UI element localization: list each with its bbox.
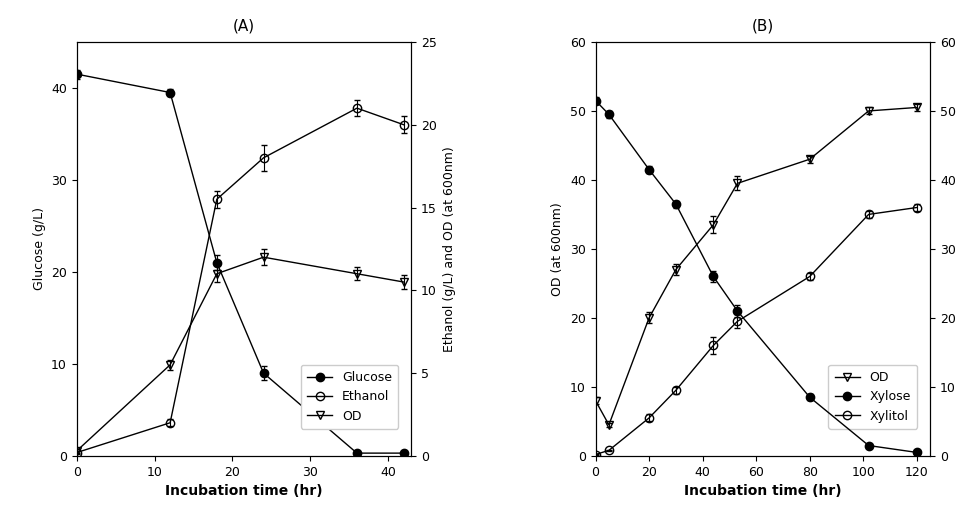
Title: (B): (B) [752,19,774,34]
Legend: Glucose, Ethanol, OD: Glucose, Ethanol, OD [301,365,399,429]
Y-axis label: Ethanol (g/L) and OD (at 600nm): Ethanol (g/L) and OD (at 600nm) [443,146,456,352]
Legend: OD, Xylose, Xylitol: OD, Xylose, Xylitol [829,365,918,429]
X-axis label: Incubation time (hr): Incubation time (hr) [684,484,842,498]
X-axis label: Incubation time (hr): Incubation time (hr) [165,484,323,498]
Y-axis label: OD (at 600nm): OD (at 600nm) [551,202,564,296]
Title: (A): (A) [233,19,255,34]
Y-axis label: Glucose (g/L): Glucose (g/L) [33,208,46,290]
